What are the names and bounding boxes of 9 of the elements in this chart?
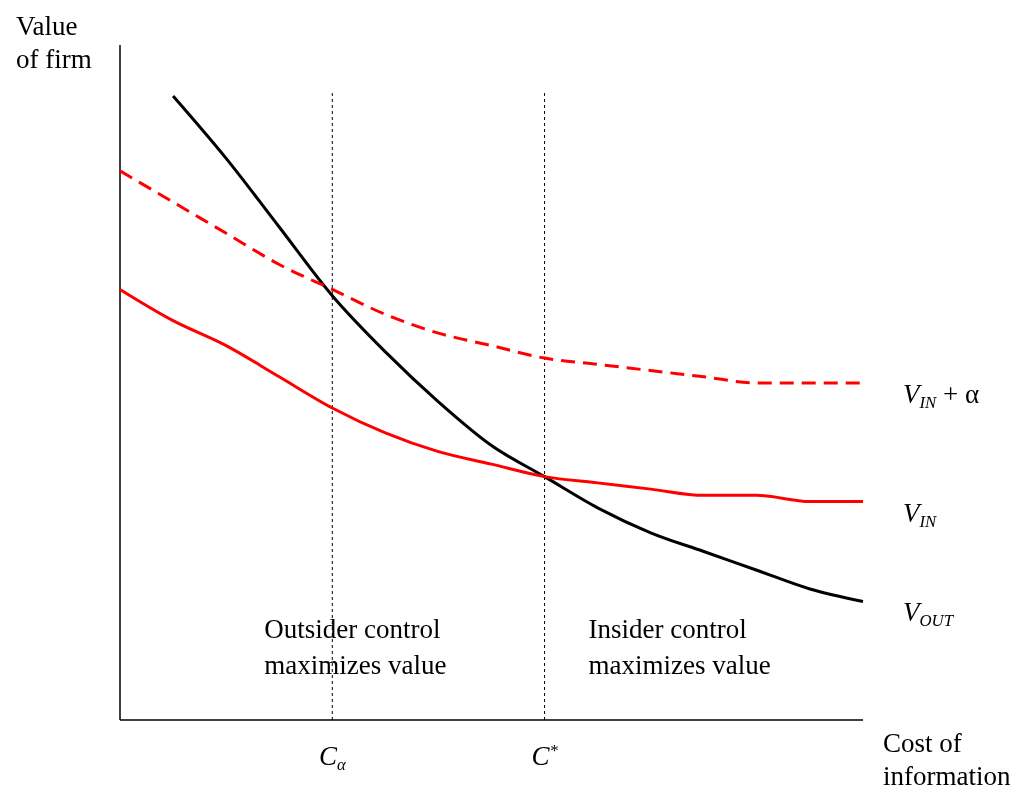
x-tick-label: C$_{α}$ [318, 741, 347, 775]
y-axis-title: Value of firm [16, 11, 92, 74]
series-label: V$_{OUT}$ [903, 597, 955, 631]
series-label: V$_{IN}$ + α [903, 379, 980, 413]
annotation: Insider control maximizes value [588, 614, 771, 680]
x-axis-title: Cost of information [883, 728, 1011, 791]
annotation: Outsider control maximizes value [264, 614, 447, 680]
series-label: V$_{IN}$ [903, 497, 938, 531]
x-tick-label: C$^{*}$ [531, 740, 559, 771]
